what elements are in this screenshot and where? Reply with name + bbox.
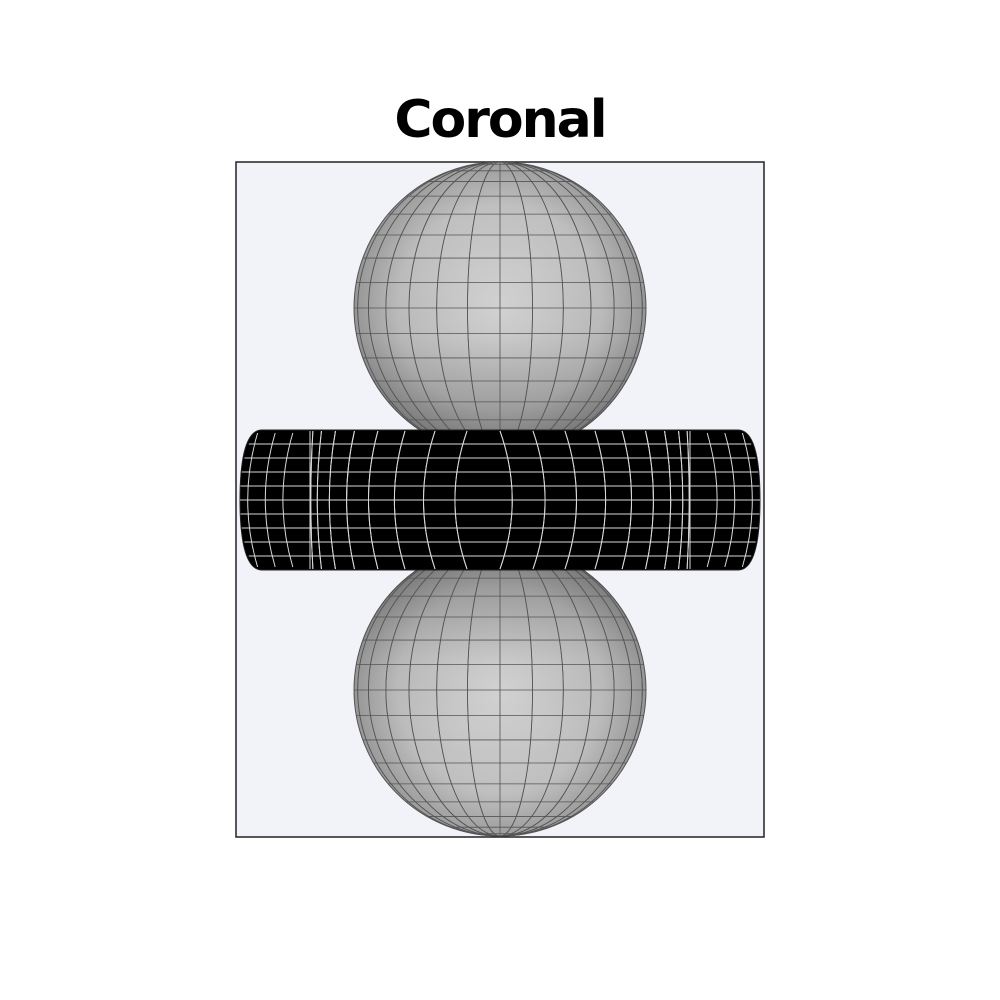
torus-meridian (454, 430, 468, 570)
torus-meridian (564, 430, 577, 570)
torus-meridian (686, 430, 690, 570)
torus-cap-line (741, 432, 753, 568)
upper-lobe-sphere (353, 162, 647, 455)
torus-meridian (328, 430, 336, 570)
torus-meridian (499, 430, 513, 570)
torus-cap-line (247, 432, 259, 568)
torus-meridian (621, 430, 633, 570)
torus-meridian (393, 430, 406, 570)
view-title: Coronal (394, 90, 607, 150)
lower-lobe-sphere (353, 543, 647, 837)
torus-meridian (310, 430, 314, 570)
torus-ring (239, 429, 761, 571)
torus-meridian (346, 430, 355, 570)
torus-meridian (316, 430, 322, 570)
torus-meridian (664, 430, 672, 570)
torus-meridian (532, 430, 546, 570)
torus-meridian (423, 430, 436, 570)
torus-meridian (594, 430, 607, 570)
torus-meridian (678, 430, 684, 570)
torus-cap-line (264, 432, 276, 568)
torus-meridian (645, 430, 654, 570)
torus-cap-line (724, 432, 736, 568)
torus-cap-line (706, 432, 718, 568)
torus-meridian (367, 430, 379, 570)
torus-cap-line (282, 432, 294, 568)
